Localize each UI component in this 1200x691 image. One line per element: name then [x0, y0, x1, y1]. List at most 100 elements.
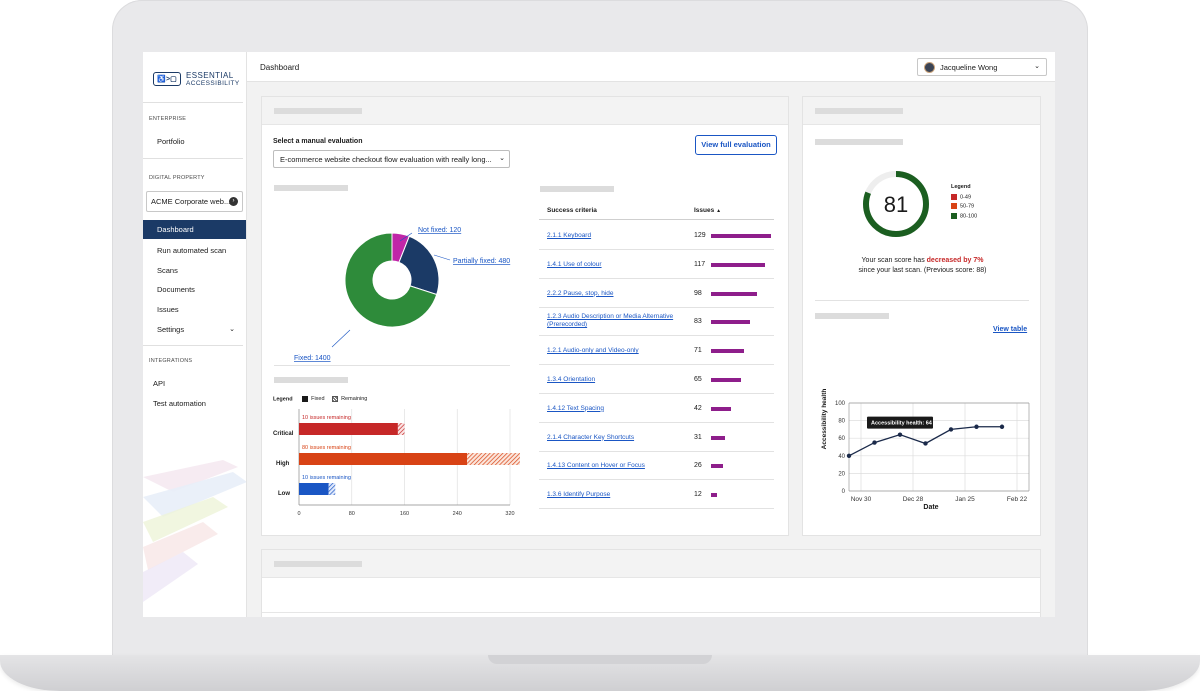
score-text-pre: Your scan score has [861, 257, 927, 264]
evaluation-select-label: Select a manual evaluation [273, 138, 363, 145]
legend-swatch-mid [951, 203, 957, 210]
issue-count-bar [711, 435, 726, 440]
view-table-link[interactable]: View table [993, 326, 1028, 333]
criteria-link[interactable]: 1.2.3 Audio Description or Media Alterna… [547, 313, 674, 329]
skeleton-heading [274, 185, 348, 191]
data-point[interactable] [872, 440, 877, 445]
bar-remaining-high[interactable] [467, 453, 520, 465]
y-tick-label: 100 [835, 401, 846, 407]
sidebar-item-settings[interactable]: Settings ⌄ [157, 325, 241, 334]
issue-count: 26 [694, 462, 702, 470]
score-card: 81 Legend 0-49 50-79 80-100 Your scan sc… [802, 96, 1041, 536]
chart-tooltip: Accessibility health: 64 [867, 416, 933, 429]
category-label-low: Low [278, 491, 290, 497]
sidebar-item-test-automation[interactable]: Test automation [153, 399, 206, 408]
issue-count: 83 [694, 318, 702, 326]
property-select-value: ACME Corporate web... [151, 197, 231, 206]
donut-slice-partially-fixed[interactable] [398, 235, 440, 296]
bar-fixed-low[interactable] [299, 483, 329, 495]
issue-count-bar [711, 291, 757, 296]
table-row: 1.4.12 Text Spacing 42 [539, 394, 774, 423]
criteria-link[interactable]: 2.2.2 Pause, stop, hide [547, 289, 614, 297]
data-point[interactable] [923, 441, 928, 446]
table-row: 2.1.1 Keyboard 129 [539, 221, 774, 250]
sidebar-item-scans[interactable]: Scans [157, 266, 178, 275]
criteria-link[interactable]: 2.1.1 Keyboard [547, 232, 592, 239]
data-point[interactable] [897, 432, 903, 437]
bar-fixed-critical[interactable] [299, 423, 398, 435]
top-header: Dashboard Jacqueline Wong ⌄ [247, 52, 1055, 82]
data-point[interactable] [974, 424, 979, 429]
donut-slice-fixed[interactable] [344, 232, 438, 328]
divider [815, 300, 1029, 301]
column-header-issues-label: Issues [694, 207, 715, 214]
legend-fixed-swatch [302, 396, 309, 402]
sidebar-item-documents[interactable]: Documents [157, 285, 195, 294]
sidebar-item-api[interactable]: API [153, 379, 166, 388]
table-row: 1.4.1 Use of colour 117 [539, 250, 774, 279]
criteria-link[interactable]: 1.2.1 Audio-only and Video-only [547, 347, 639, 355]
callout-line-partially-fixed [433, 254, 451, 261]
sidebar-item-portfolio[interactable]: Portfolio [157, 137, 185, 146]
criteria-link[interactable]: 2.1.4 Character Key Shortcuts [547, 433, 635, 441]
criteria-link[interactable]: 1.3.6 Identify Purpose [547, 491, 611, 499]
sidebar-item-run-automated-scan[interactable]: Run automated scan [157, 246, 227, 255]
category-label-high: High [276, 461, 290, 467]
criteria-link[interactable]: 1.3.4 Orientation [547, 376, 596, 383]
table-row: 2.1.4 Character Key Shortcuts 31 [539, 423, 774, 452]
criteria-link[interactable]: 1.4.12 Text Spacing [547, 404, 604, 412]
column-header-criteria[interactable]: Success criteria [547, 207, 597, 214]
chevron-down-icon: ⌄ [499, 155, 505, 162]
issue-count-bar [711, 378, 742, 382]
donut-label-not-fixed[interactable]: Not fixed: 120 [418, 227, 461, 234]
tooltip-text: Accessibility health: 64 [871, 421, 933, 427]
criteria-link[interactable]: 1.4.13 Content on Hover or Focus [547, 462, 645, 470]
y-tick-label: 40 [838, 454, 845, 460]
table-row: 1.3.4 Orientation 65 [539, 365, 774, 394]
view-full-evaluation-button[interactable]: View full evaluation [695, 135, 777, 155]
chevron-down-icon: ⌄ [1034, 63, 1040, 70]
page-title: Dashboard [260, 63, 300, 72]
criteria-link[interactable]: 1.4.1 Use of colour [547, 260, 602, 268]
x-tick-label: Nov 30 [851, 496, 872, 503]
issue-count: 98 [694, 289, 702, 297]
sidebar-heading-digital-property: DIGITAL PROPERTY [149, 175, 205, 181]
data-point[interactable] [948, 427, 954, 432]
data-point[interactable] [999, 424, 1005, 429]
bar-remaining-low[interactable] [328, 483, 336, 495]
issues-by-severity-bar-chart: Critical High Low 10 issues remaining 80… [273, 409, 520, 517]
skeleton-title [815, 108, 903, 114]
issue-status-donut-chart: Not fixed: 120 Partially fixed: 480 Fixe… [294, 227, 510, 362]
annotation-low: 10 issues remaining [302, 475, 351, 481]
column-header-issues[interactable]: Issues ▲ [694, 207, 721, 214]
bar-fixed-high[interactable] [299, 453, 468, 465]
sidebar-item-issues[interactable]: Issues [157, 305, 179, 314]
donut-label-fixed[interactable]: Fixed: 1400 [294, 355, 331, 362]
legend-swatch-high [951, 212, 957, 219]
issue-count: 71 [694, 347, 702, 355]
user-menu[interactable]: Jacqueline Wong ⌄ [917, 58, 1047, 76]
logo[interactable]: ♿>▢ ESSENTIAL ACCESSIBILITY [153, 66, 243, 92]
divider [274, 365, 510, 366]
app-screen: ♿>▢ ESSENTIAL ACCESSIBILITY ENTERPRISE P… [143, 52, 1055, 617]
legend-swatch-low [951, 194, 957, 200]
y-tick-label: 60 [838, 436, 845, 442]
property-select[interactable]: ACME Corporate web... › [146, 191, 243, 212]
evaluation-select[interactable]: E-commerce website checkout flow evaluat… [273, 150, 510, 168]
sidebar-item-dashboard[interactable]: Dashboard [143, 220, 246, 239]
score-value: 81 [884, 192, 908, 217]
score-gauge-fill [863, 171, 929, 237]
donut-label-partially-fixed[interactable]: Partially fixed: 480 [453, 258, 510, 265]
issue-count: 65 [694, 376, 702, 383]
evaluation-card: Select a manual evaluation E-commerce we… [261, 96, 789, 536]
legend-remaining-label: Remaining [341, 396, 368, 403]
bar-remaining-critical[interactable] [397, 423, 405, 435]
tooltip-background [867, 416, 933, 429]
issue-count: 42 [694, 404, 702, 412]
data-point[interactable] [846, 453, 852, 458]
sidebar-divider [143, 345, 243, 346]
issue-count-bar [711, 234, 771, 238]
skeleton-title [274, 561, 362, 567]
y-axis-label: Accessibility health [821, 389, 828, 450]
score-change-text: Your scan score has decreased by 7% sinc… [803, 256, 1042, 276]
